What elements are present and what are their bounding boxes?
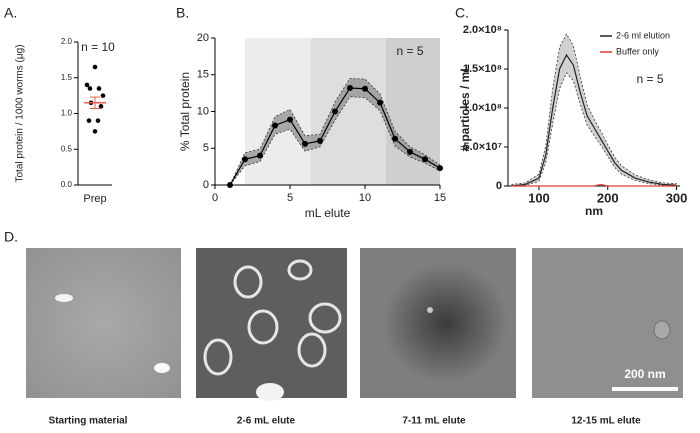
y-tick-label: 0.0 xyxy=(61,180,73,189)
legend-label: Buffer only xyxy=(616,46,659,56)
y-tick-label: 1.0 xyxy=(61,109,73,118)
y-axis-label: Total protein / 1000 worms (μg) xyxy=(15,44,26,182)
panel-label: D. xyxy=(4,229,18,245)
y-tick-label: 0.5 xyxy=(61,144,73,153)
y-tick-label: 20 xyxy=(197,32,209,44)
y-tick-label: 15 xyxy=(197,69,209,81)
band-edge xyxy=(511,33,677,185)
point xyxy=(92,64,98,70)
point xyxy=(407,148,413,155)
point xyxy=(422,156,428,163)
series-line xyxy=(511,183,677,187)
x-tick-label: Prep xyxy=(83,193,106,205)
x-axis-label: mL elute xyxy=(305,206,351,220)
x-tick-label: 10 xyxy=(359,192,371,204)
annotation: n = 5 xyxy=(396,44,423,58)
y-tick-label: 2.0 xyxy=(61,37,73,46)
point xyxy=(87,86,93,91)
micrograph: 200 nm xyxy=(532,248,683,398)
caption: 12-15 mL elute xyxy=(571,416,641,427)
y-tick-label: 0 xyxy=(496,180,502,192)
x-tick-label: 5 xyxy=(287,192,293,204)
point xyxy=(227,182,233,188)
y-tick-label: 10 xyxy=(197,105,209,117)
chart: C. 0 5.0×10⁷ 1.0×10⁸ 1.5×10⁸ 2.0×10⁸ 100 200 300… xyxy=(455,5,687,218)
caption: 7-11 mL elute xyxy=(402,416,466,427)
band-edge xyxy=(229,78,441,186)
y-axis-label: % Total protein xyxy=(178,72,192,151)
band-edge xyxy=(511,72,677,187)
point xyxy=(392,135,398,142)
x-tick-label: 0 xyxy=(212,192,218,204)
point xyxy=(98,104,104,109)
point xyxy=(95,118,101,123)
point xyxy=(377,99,383,106)
micrograph xyxy=(26,248,181,398)
series-line xyxy=(511,53,677,187)
point xyxy=(437,165,443,172)
point xyxy=(100,93,106,98)
point xyxy=(272,122,278,129)
point xyxy=(96,86,102,91)
point xyxy=(84,82,90,88)
y-tick-label: 1.0×10⁸ xyxy=(463,102,502,114)
x-tick-label: 300 xyxy=(666,190,688,205)
panel-label: C. xyxy=(455,5,469,21)
y-tick-label: 1.5×10⁸ xyxy=(463,63,502,75)
annotation: n = 5 xyxy=(636,72,663,86)
y-tick-label: 5 xyxy=(203,142,209,154)
annotation: n = 10 xyxy=(81,40,115,54)
point xyxy=(92,129,98,134)
micrographs: D. 200 nm Starting material 2-6 mL xyxy=(4,229,683,427)
error-band xyxy=(511,33,677,187)
y-tick-label: 5.0×10⁷ xyxy=(464,141,503,153)
y-tick-label: 2.0×10⁸ xyxy=(463,24,502,36)
y-tick-label: 0 xyxy=(203,179,209,191)
y-axis-label: # particles / mL xyxy=(458,64,472,151)
micrograph xyxy=(196,248,347,401)
point xyxy=(287,116,293,123)
chart: B. 0 5 10 15 20 0 5 10 15 % Total protein mL elute n… xyxy=(176,5,446,220)
x-tick-label: 200 xyxy=(597,190,619,205)
point xyxy=(317,137,323,144)
point xyxy=(362,85,368,92)
panel-label: A. xyxy=(4,5,17,21)
chart: A. 0.0 0.5 1.0 1.5 2.0 Total protein / 1000 wo… xyxy=(4,5,115,205)
region xyxy=(311,38,386,185)
caption: Starting material xyxy=(49,416,128,427)
scale-bar-label: 200 nm xyxy=(624,367,665,381)
point xyxy=(347,84,353,91)
band-edge xyxy=(229,96,441,186)
point xyxy=(242,156,248,163)
point xyxy=(332,108,338,115)
caption: 2-6 mL elute xyxy=(237,416,296,427)
point xyxy=(302,140,308,147)
x-tick-label: 15 xyxy=(434,192,446,204)
legend-label: 2-6 ml elution xyxy=(616,30,670,40)
point xyxy=(257,152,263,159)
micrograph xyxy=(360,248,516,398)
point xyxy=(86,118,92,123)
panel-label: B. xyxy=(176,5,189,21)
x-axis-label: nm xyxy=(585,204,603,218)
x-tick-label: 100 xyxy=(528,190,550,205)
y-tick-label: 1.5 xyxy=(61,73,73,82)
